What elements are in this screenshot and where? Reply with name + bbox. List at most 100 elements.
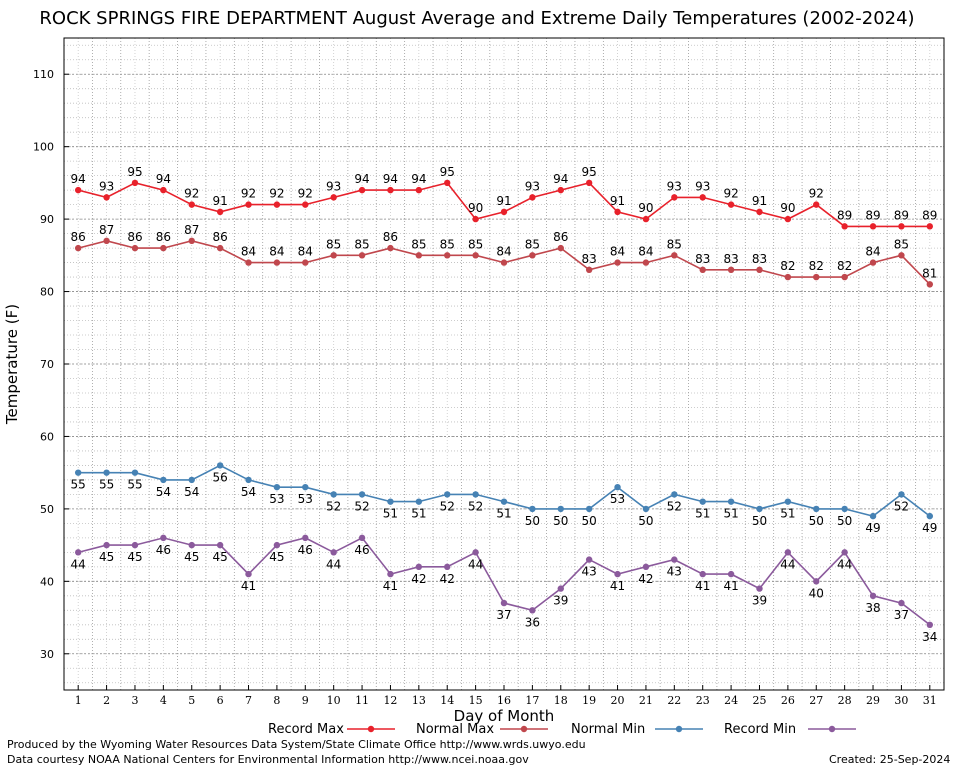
- data-label-record-max: 94: [411, 172, 426, 186]
- data-point-normal-min: [699, 498, 706, 505]
- data-label-record-max: 92: [241, 187, 256, 201]
- data-point-record-min: [926, 621, 934, 628]
- data-label-record-max: 93: [525, 179, 540, 193]
- data-point-record-min: [273, 541, 281, 549]
- data-point-record-max: [216, 208, 224, 216]
- data-label-normal-max: 85: [525, 237, 540, 251]
- data-point-normal-min: [841, 505, 848, 513]
- data-label-record-min: 43: [667, 565, 682, 579]
- data-point-record-min: [529, 607, 536, 614]
- data-point-record-min: [472, 549, 479, 556]
- data-label-normal-min: 52: [894, 499, 909, 513]
- x-tick-label: 7: [245, 694, 252, 707]
- data-label-normal-max: 83: [723, 252, 738, 266]
- data-label-record-max: 91: [212, 194, 227, 208]
- data-point-normal-min: [74, 469, 82, 476]
- data-label-record-max: 89: [922, 208, 937, 222]
- data-point-normal-min: [529, 505, 536, 513]
- data-point-record-min: [699, 570, 706, 578]
- data-label-record-max: 95: [582, 165, 597, 179]
- x-tick-label: 16: [497, 694, 511, 707]
- data-label-normal-min: 50: [752, 514, 767, 528]
- data-label-record-min: 45: [99, 550, 114, 564]
- data-label-record-max: 93: [667, 179, 682, 193]
- data-point-record-max: [131, 179, 139, 187]
- data-point-normal-min: [642, 505, 650, 513]
- x-tick-label: 24: [724, 694, 738, 707]
- x-tick-label: 12: [383, 694, 397, 707]
- data-label-record-min: 42: [638, 572, 653, 586]
- data-point-normal-min: [557, 505, 564, 513]
- data-point-record-min: [330, 549, 337, 556]
- data-point-normal-max: [756, 266, 763, 274]
- x-tick-label: 21: [639, 694, 653, 707]
- data-label-normal-min: 53: [610, 492, 625, 506]
- legend-marker-record-min: [828, 725, 836, 733]
- data-point-normal-max: [614, 259, 621, 266]
- data-point-record-max: [841, 223, 848, 230]
- data-label-normal-max: 85: [411, 237, 426, 251]
- x-tick-label: 17: [525, 694, 539, 707]
- x-tick-label: 27: [809, 694, 823, 707]
- data-label-normal-min: 51: [695, 507, 710, 521]
- data-label-record-max: 94: [553, 172, 568, 186]
- data-label-record-max: 94: [354, 172, 369, 186]
- data-point-normal-min: [302, 483, 309, 491]
- footer-produced-by: Produced by the Wyoming Water Resources …: [7, 738, 586, 751]
- data-label-record-min: 46: [156, 543, 171, 557]
- data-point-normal-min: [160, 476, 167, 484]
- data-point-record-min: [557, 585, 564, 592]
- data-label-normal-min: 54: [241, 485, 256, 499]
- x-tick-label: 10: [327, 694, 341, 707]
- y-tick-label: 50: [40, 503, 54, 516]
- data-label-record-max: 95: [440, 165, 455, 179]
- data-label-normal-max: 85: [468, 237, 483, 251]
- data-label-normal-min: 55: [99, 478, 114, 492]
- data-label-record-max: 91: [496, 194, 511, 208]
- data-point-normal-min: [358, 491, 366, 498]
- data-point-normal-min: [415, 498, 423, 505]
- data-label-normal-max: 81: [922, 266, 937, 280]
- data-point-record-max: [245, 201, 252, 208]
- data-point-normal-min: [216, 462, 224, 469]
- data-label-normal-max: 83: [752, 252, 767, 266]
- data-point-normal-min: [727, 498, 735, 505]
- data-label-record-min: 44: [780, 557, 795, 571]
- data-label-normal-min: 55: [127, 478, 142, 492]
- data-point-normal-min: [131, 469, 139, 476]
- x-tick-label: 18: [554, 694, 568, 707]
- data-point-normal-min: [756, 505, 763, 513]
- data-point-normal-max: [926, 281, 934, 288]
- y-tick-label: 60: [40, 430, 54, 443]
- data-point-record-max: [302, 201, 309, 208]
- data-label-record-min: 36: [525, 615, 540, 629]
- legend-normal-min: Normal Min: [571, 722, 645, 737]
- data-label-normal-max: 84: [269, 245, 284, 259]
- data-point-normal-min: [784, 498, 792, 505]
- data-label-record-max: 93: [326, 179, 341, 193]
- x-tick-label: 20: [611, 694, 625, 707]
- data-point-normal-max: [500, 259, 508, 266]
- data-label-normal-max: 85: [440, 237, 455, 251]
- data-point-normal-min: [813, 505, 820, 513]
- data-point-normal-min: [585, 505, 593, 513]
- data-point-record-max: [869, 223, 877, 230]
- data-label-record-min: 34: [922, 630, 937, 644]
- data-point-normal-min: [387, 498, 394, 505]
- data-label-normal-min: 53: [269, 492, 284, 506]
- data-label-record-max: 93: [695, 179, 710, 193]
- data-point-record-min: [784, 549, 792, 556]
- data-point-record-min: [898, 599, 905, 607]
- x-tick-label: 29: [866, 694, 880, 707]
- data-point-record-min: [302, 534, 309, 542]
- y-axis-label: Temperature (F): [3, 304, 21, 425]
- x-axis-label: Day of Month: [454, 707, 555, 725]
- data-label-normal-min: 50: [553, 514, 568, 528]
- footer-data-courtesy: Data courtesy NOAA National Centers for …: [7, 753, 529, 766]
- data-point-record-min: [841, 549, 848, 556]
- data-label-normal-min: 51: [383, 507, 398, 521]
- legend-normal-max-label: Normal Max: [416, 722, 495, 737]
- x-tick-label: 26: [781, 694, 795, 707]
- data-label-normal-max: 84: [496, 245, 511, 259]
- data-point-record-min: [671, 556, 678, 563]
